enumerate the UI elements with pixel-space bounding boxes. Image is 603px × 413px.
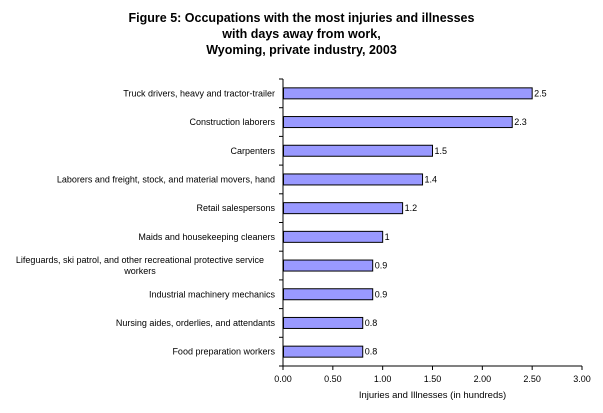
x-tick-label: 1.00: [374, 374, 392, 384]
chart-title: Figure 5: Occupations with the most inju…: [0, 10, 603, 58]
data-label: 1: [385, 232, 390, 242]
category-label: Construction laborers: [189, 117, 275, 127]
x-axis-title: Injuries and Illnesses (in hundreds): [359, 390, 506, 401]
bar: [283, 144, 433, 157]
category-label: Laborers and freight, stock, and materia…: [57, 174, 275, 184]
data-label: 0.8: [365, 318, 378, 328]
category-label: workers: [123, 266, 156, 276]
chart-title-line-3: Wyoming, private industry, 2003: [206, 43, 397, 57]
category-label: Industrial machinery mechanics: [149, 289, 276, 299]
x-tick-label: 2.00: [474, 374, 492, 384]
category-label: Lifeguards, ski patrol, and other recrea…: [16, 255, 264, 265]
data-label: 1.5: [435, 146, 448, 156]
category-label: Maids and housekeeping cleaners: [138, 232, 275, 242]
chart-title-line-1: Figure 5: Occupations with the most inju…: [128, 11, 475, 25]
x-tick-label: 0.50: [324, 374, 342, 384]
x-tick-label: 1.50: [424, 374, 442, 384]
data-label: 1.2: [405, 203, 418, 213]
data-label: 1.4: [425, 174, 438, 184]
data-label: 2.5: [534, 88, 547, 98]
data-label: 0.9: [375, 289, 388, 299]
bar: [283, 116, 513, 129]
data-label: 0.8: [365, 347, 378, 357]
bar: [283, 288, 374, 301]
category-label: Truck drivers, heavy and tractor-trailer: [123, 88, 275, 98]
bar: [283, 202, 404, 215]
category-label: Carpenters: [230, 146, 275, 156]
data-label: 2.3: [514, 117, 527, 127]
x-tick-label: 0.00: [274, 374, 292, 384]
x-tick-label: 2.50: [523, 374, 541, 384]
x-tick-label: 3.00: [573, 374, 591, 384]
bar: [283, 87, 533, 100]
category-label: Nursing aides, orderlies, and attendants: [116, 318, 276, 328]
category-label: Food preparation workers: [172, 347, 275, 357]
bar: [283, 230, 384, 243]
category-label: Retail salespersons: [196, 203, 275, 213]
data-label: 0.9: [375, 261, 388, 271]
bar: [283, 173, 424, 186]
chart-title-line-2: with days away from work,: [222, 27, 381, 41]
bar: [283, 316, 364, 329]
bar: [283, 345, 364, 358]
bar: [283, 259, 374, 272]
